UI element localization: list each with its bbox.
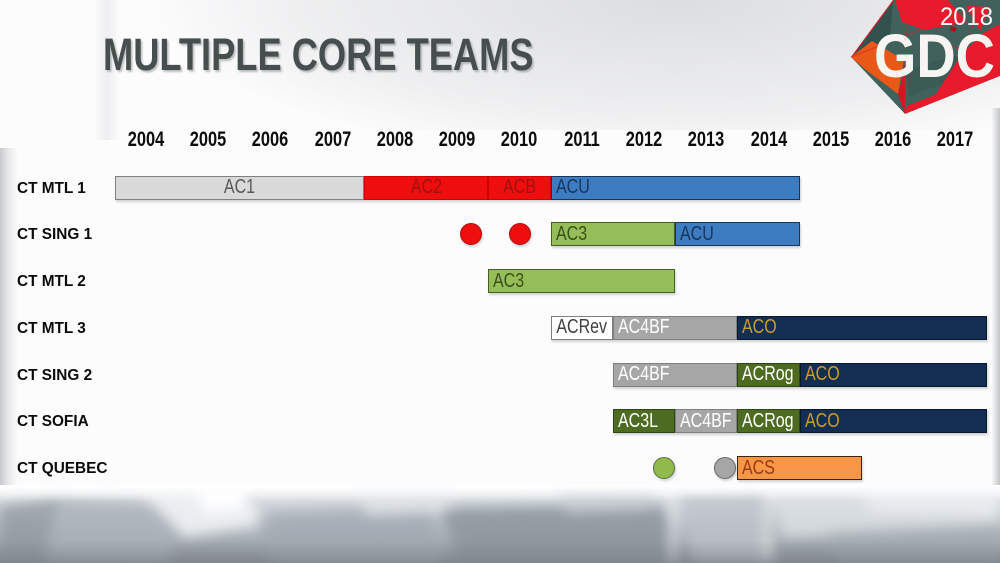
svg-text:2018: 2018 — [940, 3, 993, 31]
svg-text:GDC: GDC — [874, 22, 995, 90]
